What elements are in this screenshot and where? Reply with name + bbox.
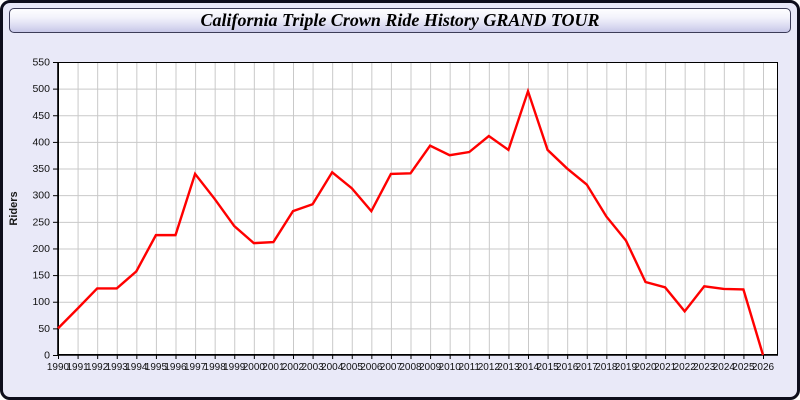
plot-background bbox=[58, 62, 778, 355]
y-tick-labels: 0 50 100 150 200 250 300 350 400 450 500 550 bbox=[32, 57, 50, 362]
x-tick-label: 2026 bbox=[752, 362, 775, 373]
x-tick-label: 1999 bbox=[223, 362, 246, 373]
x-tick-label: 1993 bbox=[106, 362, 129, 373]
x-tick-label: 2023 bbox=[693, 362, 716, 373]
chart-area: 0 50 100 150 200 250 300 350 400 450 500 550 1990 199… bbox=[3, 35, 797, 397]
x-tick-label: 2012 bbox=[478, 362, 501, 373]
x-tick-label: 1996 bbox=[164, 362, 187, 373]
x-tick-label: 2003 bbox=[301, 362, 324, 373]
x-tick-label: 2000 bbox=[243, 362, 266, 373]
x-tick-label: 1990 bbox=[47, 362, 70, 373]
x-tick-label: 2011 bbox=[458, 362, 480, 373]
x-tick-label: 2017 bbox=[576, 362, 599, 373]
x-tick-label: 2006 bbox=[360, 362, 383, 373]
x-tick-label: 2025 bbox=[732, 362, 755, 373]
chart-title: California Triple Crown Ride History GRA… bbox=[200, 10, 600, 30]
x-tick-label: 1991 bbox=[66, 362, 89, 373]
y-tick-label: 300 bbox=[32, 190, 50, 202]
tick-marks bbox=[53, 62, 764, 359]
y-tick-label: 50 bbox=[38, 323, 50, 335]
x-tick-label: 2022 bbox=[674, 362, 697, 373]
x-tick-label: 1992 bbox=[86, 362, 109, 373]
x-tick-label: 2004 bbox=[321, 362, 344, 373]
chart-title-bar: California Triple Crown Ride History GRA… bbox=[9, 8, 791, 33]
x-tick-label: 2016 bbox=[556, 362, 579, 373]
x-tick-label: 2014 bbox=[517, 362, 540, 373]
x-tick-label: 2010 bbox=[439, 362, 462, 373]
y-tick-label: 200 bbox=[32, 243, 50, 255]
x-tick-label: 2015 bbox=[536, 362, 559, 373]
y-tick-label: 450 bbox=[32, 110, 50, 122]
y-tick-label: 400 bbox=[32, 136, 50, 148]
x-tick-label: 2018 bbox=[595, 362, 618, 373]
grid bbox=[58, 62, 778, 355]
x-tick-label: 1994 bbox=[125, 362, 148, 373]
x-tick-label: 2007 bbox=[380, 362, 403, 373]
axes bbox=[57, 62, 778, 356]
y-tick-label: 500 bbox=[32, 83, 50, 95]
x-tick-label: 1995 bbox=[145, 362, 168, 373]
x-tick-label: 2013 bbox=[497, 362, 520, 373]
x-tick-label: 2001 bbox=[262, 362, 285, 373]
x-tick-label: 1998 bbox=[204, 362, 227, 373]
y-tick-label: 150 bbox=[32, 270, 50, 282]
data-line-riders bbox=[57, 87, 765, 356]
y-tick-label: 100 bbox=[32, 296, 50, 308]
x-tick-label: 2024 bbox=[713, 362, 736, 373]
y-tick-label: 550 bbox=[32, 57, 50, 69]
y-tick-label: 0 bbox=[44, 350, 50, 362]
y-axis-label: Riders bbox=[8, 191, 20, 225]
x-tick-label: 2021 bbox=[654, 362, 677, 373]
x-tick-label: 2009 bbox=[419, 362, 442, 373]
x-tick-label: 2020 bbox=[634, 362, 657, 373]
x-tick-labels: 1990199119921993199419951996199719981999… bbox=[47, 362, 775, 373]
line-chart: 0501001502002503003504004505005501990199… bbox=[8, 57, 778, 373]
x-tick-label: 1997 bbox=[184, 362, 207, 373]
y-tick-label: 250 bbox=[32, 216, 50, 228]
x-tick-label: 2005 bbox=[341, 362, 364, 373]
y-tick-label: 350 bbox=[32, 163, 50, 175]
x-tick-label: 2008 bbox=[399, 362, 422, 373]
x-tick-label: 2002 bbox=[282, 362, 305, 373]
x-tick-label: 2019 bbox=[615, 362, 638, 373]
